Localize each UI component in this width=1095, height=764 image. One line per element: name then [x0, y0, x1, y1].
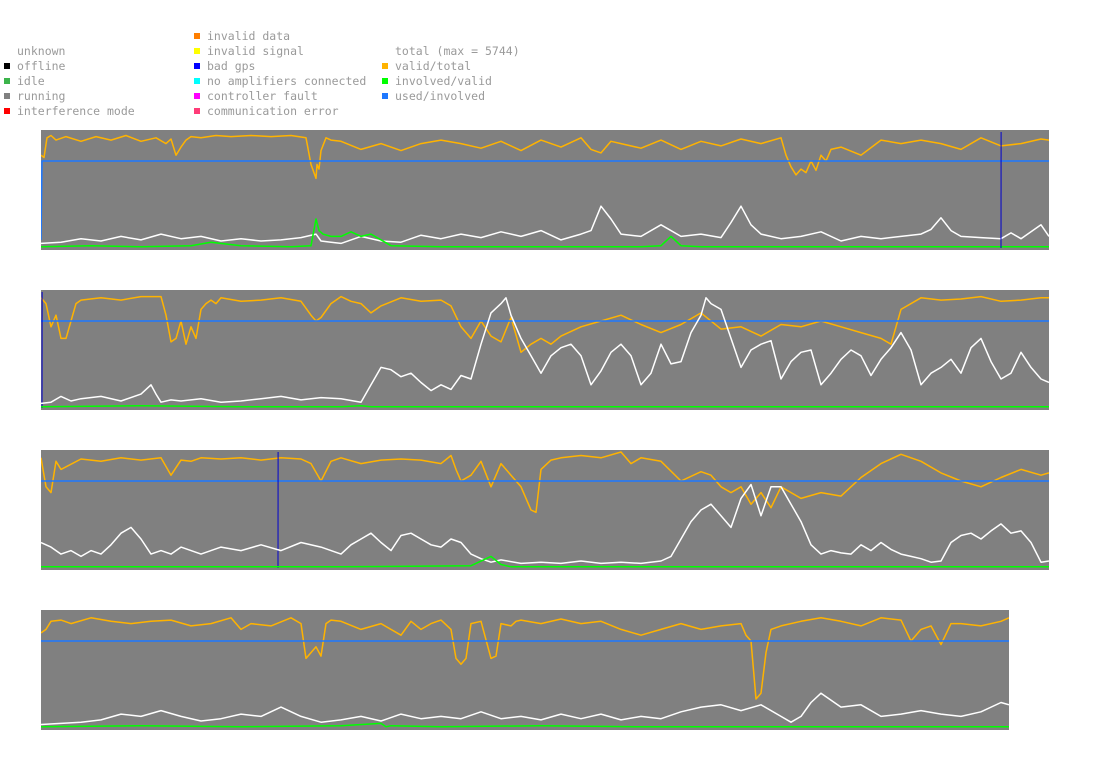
legend-label: offline: [17, 59, 66, 73]
legend-swatch: [194, 93, 200, 99]
legend-label: running: [17, 89, 66, 103]
legend-swatch: [194, 33, 200, 39]
legend-label: bad gps: [207, 59, 256, 73]
legend-label: unknown: [17, 44, 66, 58]
involved-valid-line: [41, 404, 1049, 408]
legend-label: interference mode: [17, 104, 135, 118]
total-line: [41, 297, 1049, 405]
legend-swatch: [4, 78, 10, 84]
legend-label: total (max = 5744): [395, 44, 520, 58]
total-line: [41, 483, 1049, 565]
total-line: [41, 692, 1009, 726]
valid-total-line: [41, 295, 1049, 354]
legend-swatch: [4, 93, 10, 99]
legend-swatch: [382, 78, 388, 84]
legend-swatch: [194, 48, 200, 54]
valid-total-line: [41, 134, 1049, 180]
total-line: [41, 205, 1049, 245]
legend-swatch: [194, 63, 200, 69]
chart-panel-3-plot: [41, 451, 1049, 569]
legend-label: used/involved: [395, 89, 486, 103]
chart-panel-2: [41, 290, 1049, 410]
valid-total-line: [41, 617, 1009, 700]
legend-label: idle: [17, 74, 45, 88]
legend-label: controller fault: [207, 89, 318, 103]
used-involved-line: [41, 160, 1049, 240]
legend-label: involved/valid: [395, 74, 492, 88]
legend-swatch: [194, 78, 200, 84]
valid-total-line: [41, 451, 1049, 514]
legend-swatch: [194, 108, 200, 114]
legend-label: invalid signal: [207, 44, 304, 58]
legend-swatch: [4, 108, 10, 114]
chart-panel-1-plot: [41, 131, 1049, 249]
chart-panel-4-plot: [41, 617, 1009, 728]
legend-label: invalid data: [207, 29, 291, 43]
legend-label: valid/total: [395, 59, 472, 73]
involved-valid-line: [41, 218, 1049, 248]
legend-swatch: [382, 93, 388, 99]
legend-label: communication error: [207, 104, 339, 118]
chart-panel-2-plot: [41, 291, 1049, 409]
involved-valid-line: [41, 555, 1049, 568]
involved-valid-line: [41, 722, 1009, 728]
chart-panel-1: [41, 130, 1049, 250]
legend-label: no amplifiers connected: [207, 74, 367, 88]
chart-panel-4: [41, 610, 1009, 730]
legend-swatch: [382, 63, 388, 69]
legend-swatch: [4, 63, 10, 69]
chart-panel-3: [41, 450, 1049, 570]
